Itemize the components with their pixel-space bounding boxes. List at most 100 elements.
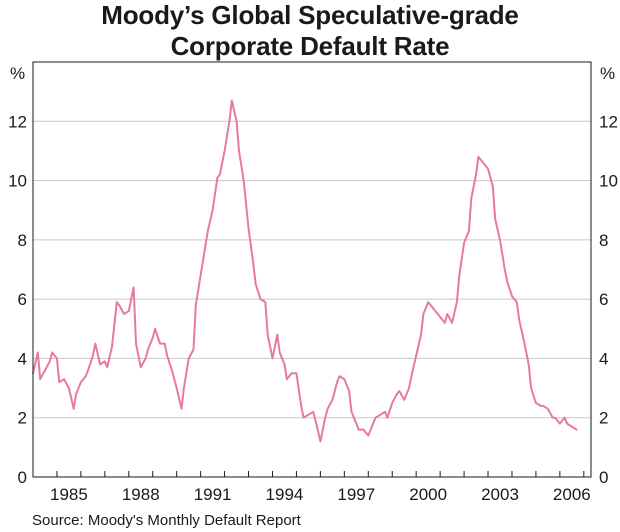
data-point (374, 417, 377, 419)
data-point (530, 387, 532, 389)
data-point (116, 301, 118, 303)
data-point (564, 417, 566, 419)
data-point (219, 174, 221, 176)
y-tick-label-left: 6 (18, 290, 27, 309)
data-point (511, 295, 513, 297)
data-point (128, 310, 130, 312)
data-point (123, 313, 125, 315)
data-point (276, 334, 278, 336)
data-point (73, 408, 75, 410)
data-point (372, 423, 374, 425)
chart-title: Moody’s Global Speculative-grade Corpora… (0, 0, 620, 62)
grid-layer (33, 120, 591, 419)
data-point (422, 313, 424, 315)
data-point (49, 360, 51, 362)
data-point (51, 351, 53, 354)
data-point (523, 340, 525, 342)
data-point (286, 378, 288, 380)
data-point (475, 174, 477, 176)
data-point (358, 429, 360, 431)
plot-frame (32, 61, 592, 478)
data-point (264, 301, 266, 303)
x-tick-label-1991: 1991 (194, 485, 232, 504)
data-point (204, 245, 206, 247)
x-tick-label-1985: 1985 (50, 485, 88, 504)
data-point (506, 280, 508, 282)
data-point (542, 405, 544, 407)
y-tick-label-right: 6 (599, 290, 608, 309)
data-point (415, 354, 417, 357)
data-point (279, 351, 281, 354)
data-point (37, 351, 39, 354)
data-point (350, 411, 353, 413)
data-point (420, 334, 422, 336)
data-point (559, 423, 561, 425)
data-point (135, 343, 137, 345)
x-tick-label-1988: 1988 (122, 485, 160, 504)
data-point (439, 316, 441, 318)
data-point (576, 429, 578, 431)
y-tick-label-left: 8 (18, 231, 27, 250)
data-point (571, 426, 573, 428)
data-point (99, 363, 101, 365)
data-point (355, 423, 357, 425)
data-point (92, 354, 94, 357)
data-point (477, 156, 479, 158)
y-tick-label-left: 0 (18, 468, 27, 487)
x-tick-label-1994: 1994 (266, 485, 304, 504)
data-point (528, 363, 530, 365)
data-point (212, 209, 214, 211)
data-point (63, 378, 65, 380)
data-point (386, 417, 388, 419)
data-point (482, 162, 484, 164)
data-point (255, 283, 257, 285)
data-point (164, 343, 166, 345)
data-point (238, 150, 240, 152)
data-point (432, 307, 434, 309)
data-point (444, 322, 446, 324)
data-point (336, 381, 338, 383)
data-point (348, 390, 350, 392)
data-point (470, 197, 472, 199)
y-tick-label-right: 10 (599, 172, 618, 191)
data-point (243, 180, 245, 182)
data-point (44, 369, 46, 371)
data-point (200, 274, 202, 276)
data-point (391, 402, 393, 404)
data-point (427, 301, 429, 303)
data-point (118, 304, 120, 306)
data-point (133, 286, 135, 288)
series-layer (32, 99, 578, 443)
series-line-0 (32, 99, 578, 443)
chart-title-line1: Moody’s Global Speculative-grade (101, 0, 519, 30)
data-point (236, 120, 238, 122)
data-point (267, 334, 269, 336)
data-point (410, 375, 412, 377)
data-point (315, 420, 317, 422)
data-point (145, 357, 147, 359)
data-point (192, 348, 195, 351)
data-point (140, 366, 142, 368)
data-point (180, 408, 183, 410)
data-point (159, 343, 161, 345)
y-axis-unit-left: % (10, 64, 25, 83)
data-point (291, 372, 293, 374)
data-point (319, 440, 321, 442)
data-point (499, 239, 501, 241)
data-point (176, 387, 178, 389)
data-point (252, 263, 254, 265)
data-point (504, 268, 506, 271)
x-tick-label-2000: 2000 (409, 485, 447, 504)
data-point (56, 357, 58, 359)
data-point (224, 150, 226, 152)
frame-layer (32, 61, 592, 478)
data-point (80, 381, 82, 383)
data-point (552, 417, 554, 419)
y-tick-label-right: 12 (599, 112, 618, 131)
data-point (111, 346, 113, 348)
data-point (228, 120, 230, 122)
data-point (188, 357, 190, 359)
data-point (379, 414, 381, 416)
data-point (434, 310, 436, 312)
